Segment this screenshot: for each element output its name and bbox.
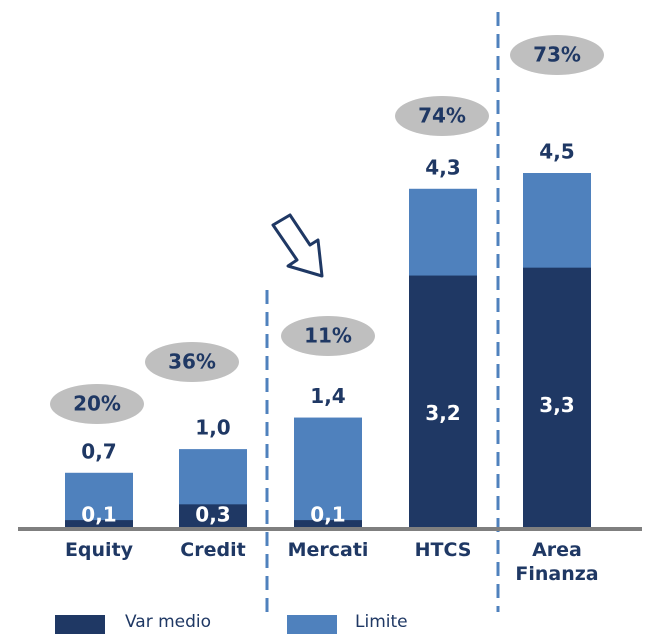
utilization-bubble [145, 342, 239, 382]
x-tick-label: HTCS [414, 539, 472, 561]
bar-var [409, 275, 477, 528]
utilization-bubble [510, 35, 604, 75]
utilization-label: 20% [73, 392, 121, 416]
total-label: 1,4 [310, 384, 345, 408]
total-label: 4,3 [425, 155, 460, 179]
utilization-label: 73% [533, 43, 581, 67]
total-label: 1,0 [195, 416, 230, 440]
bar-limite [294, 417, 362, 528]
bar-var [65, 520, 133, 528]
var-label: 3,3 [539, 393, 574, 417]
utilization-label: 74% [418, 104, 466, 128]
x-tick-label: Equity [64, 539, 134, 561]
x-tick-label: Area Finanza [515, 539, 599, 585]
var-label: 3,2 [425, 401, 460, 425]
legend-label: Limite [355, 612, 408, 632]
x-tick-label: Credit [180, 539, 246, 561]
total-label: 0,7 [81, 439, 116, 463]
total-label: 4,5 [539, 140, 574, 164]
arrow [271, 213, 324, 278]
bar-var [179, 504, 247, 528]
legend-label: Var medio [125, 612, 212, 632]
utilization-label: 36% [168, 350, 216, 374]
bar-limite [65, 472, 133, 528]
utilization-bubble [395, 96, 489, 136]
utilization-bubble [50, 384, 144, 424]
bar-var [523, 267, 591, 528]
var-label: 0,1 [81, 503, 116, 527]
bar-var [294, 520, 362, 528]
var-label: 0,1 [310, 503, 345, 527]
legend-swatch [287, 615, 337, 634]
utilization-bubble [281, 316, 375, 356]
x-tick-label: Mercati [287, 539, 369, 561]
var-label: 0,3 [195, 503, 230, 527]
utilization-label: 11% [304, 324, 352, 348]
legend-swatch [55, 615, 105, 634]
